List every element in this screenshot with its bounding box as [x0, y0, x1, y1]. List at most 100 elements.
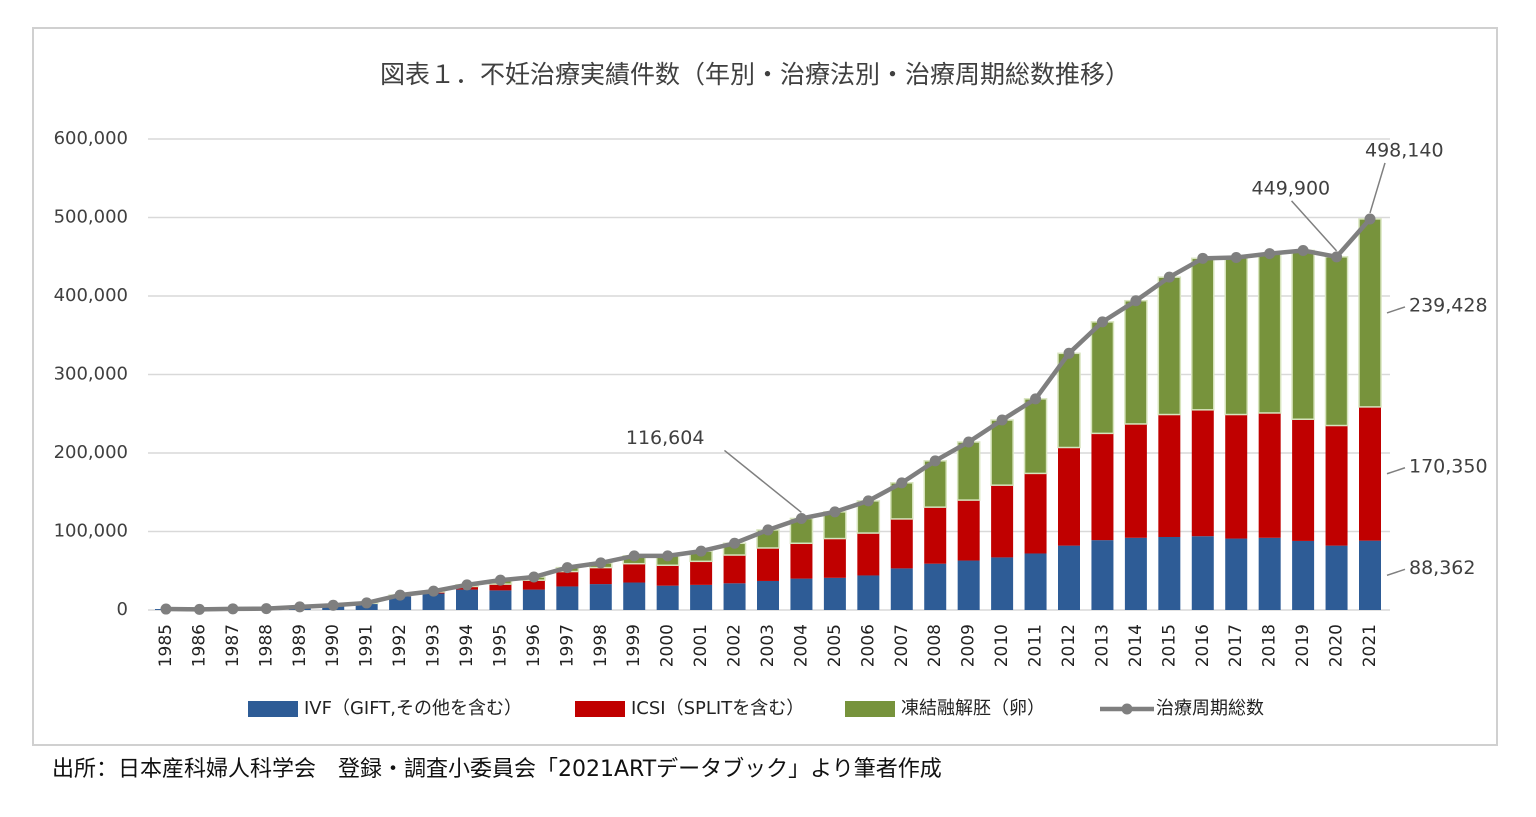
line-marker [863, 495, 874, 506]
line-marker [896, 477, 907, 488]
x-tick-label: 2015 [1159, 624, 1179, 667]
line-marker [261, 603, 272, 614]
bar-segment [891, 519, 913, 568]
line-marker [1030, 393, 1041, 404]
line-marker [997, 415, 1008, 426]
bar-segment [824, 539, 846, 578]
bar-segment [690, 585, 712, 610]
line-marker [595, 557, 606, 568]
x-tick-label: 1985 [156, 624, 176, 667]
y-tick-label: 500,000 [54, 207, 128, 228]
x-tick-label: 2021 [1360, 624, 1380, 667]
bar-segment [1359, 219, 1381, 407]
bar-segment [1359, 541, 1381, 610]
line-marker [729, 538, 740, 549]
data-label: 239,428 [1409, 294, 1488, 316]
x-tick-label: 2007 [892, 624, 912, 667]
line-marker [662, 550, 673, 561]
x-tick-label: 1996 [524, 624, 544, 667]
line-marker [562, 562, 573, 573]
bar-segment [1192, 258, 1214, 410]
bar-segment [590, 584, 612, 610]
data-label: 498,140 [1365, 139, 1444, 161]
line-marker [763, 524, 774, 535]
x-tick-label: 2000 [658, 624, 678, 667]
line-marker [629, 550, 640, 561]
x-tick-label: 2012 [1059, 624, 1079, 667]
line-marker [1331, 251, 1342, 262]
bar-segment [1192, 536, 1214, 610]
bar-segment [489, 590, 511, 610]
data-label: 449,900 [1252, 177, 1331, 199]
bar-segment [757, 548, 779, 581]
x-tick-label: 1988 [256, 624, 276, 667]
bar-segment [924, 507, 946, 564]
bar-segment [1225, 539, 1247, 610]
bar-segment [523, 590, 545, 610]
bar-segment [1292, 419, 1314, 541]
x-tick-label: 1997 [557, 624, 577, 667]
x-tick-label: 2001 [691, 624, 711, 667]
line-marker [294, 601, 305, 612]
legend-swatch [1122, 704, 1133, 715]
x-tick-label: 1992 [390, 624, 410, 667]
bar-segment [790, 543, 812, 578]
line-marker [1365, 213, 1376, 224]
line-marker [328, 600, 339, 611]
x-tick-label: 1989 [290, 624, 310, 667]
bar-segment [657, 565, 679, 585]
legend-label: 凍結融解胚（卵） [901, 698, 1045, 719]
bar-segment [1192, 410, 1214, 536]
legend-label: ICSI（SPLITを含む） [631, 698, 804, 719]
line-marker [161, 604, 172, 615]
bar-segment [991, 485, 1013, 557]
bar-segment [623, 564, 645, 583]
data-label: 116,604 [626, 427, 705, 449]
line-marker [1164, 272, 1175, 283]
bar-segment [958, 500, 980, 560]
legend-label: 治療周期総数 [1156, 698, 1264, 719]
line-marker [696, 546, 707, 557]
x-tick-label: 1995 [490, 624, 510, 667]
bar-segment [991, 420, 1013, 485]
bar-segment [690, 561, 712, 585]
bar-segment [724, 555, 746, 583]
legend-swatch [575, 701, 625, 717]
bar-segment [1292, 541, 1314, 610]
bar-segment [1259, 538, 1281, 610]
bar-segment [1091, 540, 1113, 610]
line-marker [361, 597, 372, 608]
x-tick-label: 2005 [825, 624, 845, 667]
bar-segment [1158, 415, 1180, 537]
bar-segment [790, 579, 812, 610]
line-marker [495, 575, 506, 586]
x-tick-label: 2013 [1092, 624, 1112, 667]
line-marker [528, 572, 539, 583]
x-tick-label: 2003 [758, 624, 778, 667]
line-marker [829, 506, 840, 517]
x-tick-label: 1999 [624, 624, 644, 667]
x-tick-label: 2002 [725, 624, 745, 667]
bar-segment [1091, 322, 1113, 433]
bar-segment [1025, 399, 1047, 474]
bar-segment [724, 583, 746, 610]
line-marker [1097, 316, 1108, 327]
line-marker [1264, 248, 1275, 259]
bar-segment [556, 586, 578, 610]
bar-segment [857, 575, 879, 610]
bar-segment [1359, 407, 1381, 541]
x-tick-label: 2016 [1193, 624, 1213, 667]
x-tick-label: 1990 [323, 624, 343, 667]
bar-segment [1058, 546, 1080, 610]
bar-segment [1259, 413, 1281, 538]
legend-swatch [845, 701, 895, 717]
line-marker [1231, 252, 1242, 263]
y-tick-label: 600,000 [54, 128, 128, 149]
y-tick-label: 300,000 [54, 364, 128, 385]
bar-segment [1025, 473, 1047, 553]
bar-segment [590, 568, 612, 584]
x-tick-label: 1994 [457, 624, 477, 667]
line-marker [1130, 295, 1141, 306]
x-tick-label: 2010 [992, 624, 1012, 667]
